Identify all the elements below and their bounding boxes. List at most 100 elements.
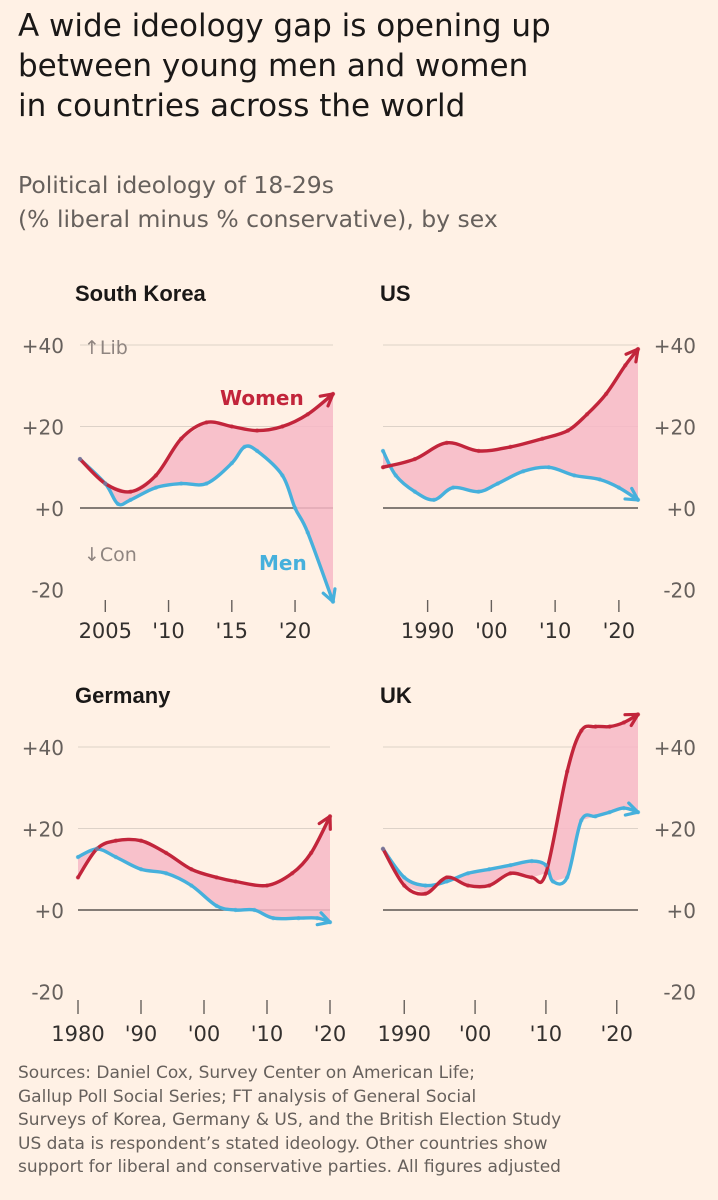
men-label: Men [259,551,307,575]
women-point [603,391,609,397]
women-point [280,424,285,429]
women-point [75,875,81,880]
women-point [607,724,612,729]
women-point [229,424,234,429]
y-tick-label: +0 [667,497,696,521]
chart-panel: Germany +40 +20 +0 -20 1980 '90 '00 '10 '20 [22,683,346,1046]
women-point [584,412,590,417]
x-tick-label: 1990 [378,1022,431,1046]
x-tick-label: 1980 [51,1022,104,1046]
x-tick-label: '10 [539,619,572,643]
x-tick-label: 1990 [401,619,454,643]
y-tick-label: +40 [654,334,696,358]
women-point [214,875,219,880]
men-point [616,485,622,490]
women-point [623,363,628,368]
women-point [138,838,144,843]
women-point [330,391,336,397]
men-point [271,915,276,921]
women-point [635,712,641,717]
gap-area [80,393,333,602]
x-tick-label: '20 [314,1022,347,1046]
x-tick-label: '10 [152,619,185,643]
men-point [412,489,418,494]
women-point [621,720,627,725]
women-point [565,428,571,433]
men-point [296,915,301,921]
gap-area [383,349,638,500]
panel-title: South Korea [75,281,207,306]
chart-panel: US +40 +20 +0 -20 1990 '00 '10 '20 [380,281,696,643]
women-point [423,891,428,896]
women-point [564,769,570,774]
y-tick-label: +40 [654,736,696,760]
y-tick-label: +40 [22,736,64,760]
men-point [115,501,121,507]
women-point [308,850,314,856]
women-point [264,883,270,888]
sources-note: Sources: Daniel Cox, Survey Center on Am… [18,1062,708,1180]
x-tick-label: '90 [125,1022,158,1046]
women-point [508,444,513,450]
men-point [607,810,612,815]
x-tick-label: '10 [530,1022,563,1046]
men-point [529,858,534,864]
women-point [179,436,184,441]
women-point [529,875,534,880]
men-point [487,867,492,872]
women-point [593,724,598,729]
gap-area [78,816,330,923]
women-point [290,871,295,876]
x-tick-label: '15 [216,619,249,643]
women-point [164,850,169,856]
women-point [579,728,584,733]
men-point [189,883,194,888]
y-tick-label: +20 [654,416,696,440]
women-point [465,883,471,888]
y-tick-label: +0 [35,497,64,521]
women-point [327,814,333,819]
women-point [543,871,549,876]
men-point [550,879,556,884]
y-tick-label: +0 [35,899,64,923]
men-point [94,846,100,852]
women-point [113,838,119,843]
men-point [305,530,310,535]
men-point [233,907,238,913]
men-point [103,481,108,486]
small-multiples-chart: South Korea +40 +20 +0 -20 2005 '10 '15 '20 ↑Lib ↓… [22,281,696,1046]
men-point [214,903,219,909]
men-point [564,875,570,880]
chart-panel: South Korea +40 +20 +0 -20 2005 '10 '15 '20 ↑Lib ↓… [22,281,337,643]
men-point [423,883,428,888]
women-point [204,420,209,425]
con-label: ↓Con [84,544,137,566]
title-line: A wide ideology gap is opening up [18,8,551,44]
women-point [444,440,449,445]
x-tick-label: '20 [279,619,312,643]
women-point [540,436,545,441]
women-point [402,883,407,888]
title-line: in countries across the world [18,88,466,124]
men-point [508,862,513,868]
y-tick-label: -20 [663,579,696,603]
men-point [431,497,437,503]
men-point [315,915,320,921]
subtitle-line: (% liberal minus % conservative), by sex [18,205,498,233]
women-point [189,867,194,872]
title-line: between young men and women [18,48,529,84]
panel-title: UK [380,683,412,708]
men-point [254,448,260,454]
men-point [393,473,398,478]
x-tick-label: '20 [601,1022,634,1046]
x-tick-label: '10 [251,1022,284,1046]
x-tick-label: '00 [459,1022,492,1046]
men-point [252,907,257,913]
subtitle-line: Political ideology of 18-29s [18,171,334,199]
men-point [465,871,471,876]
x-tick-label: '00 [188,1022,221,1046]
women-point [412,456,418,462]
y-tick-label: +20 [22,416,64,440]
men-point [77,456,83,462]
women-point [444,875,449,880]
